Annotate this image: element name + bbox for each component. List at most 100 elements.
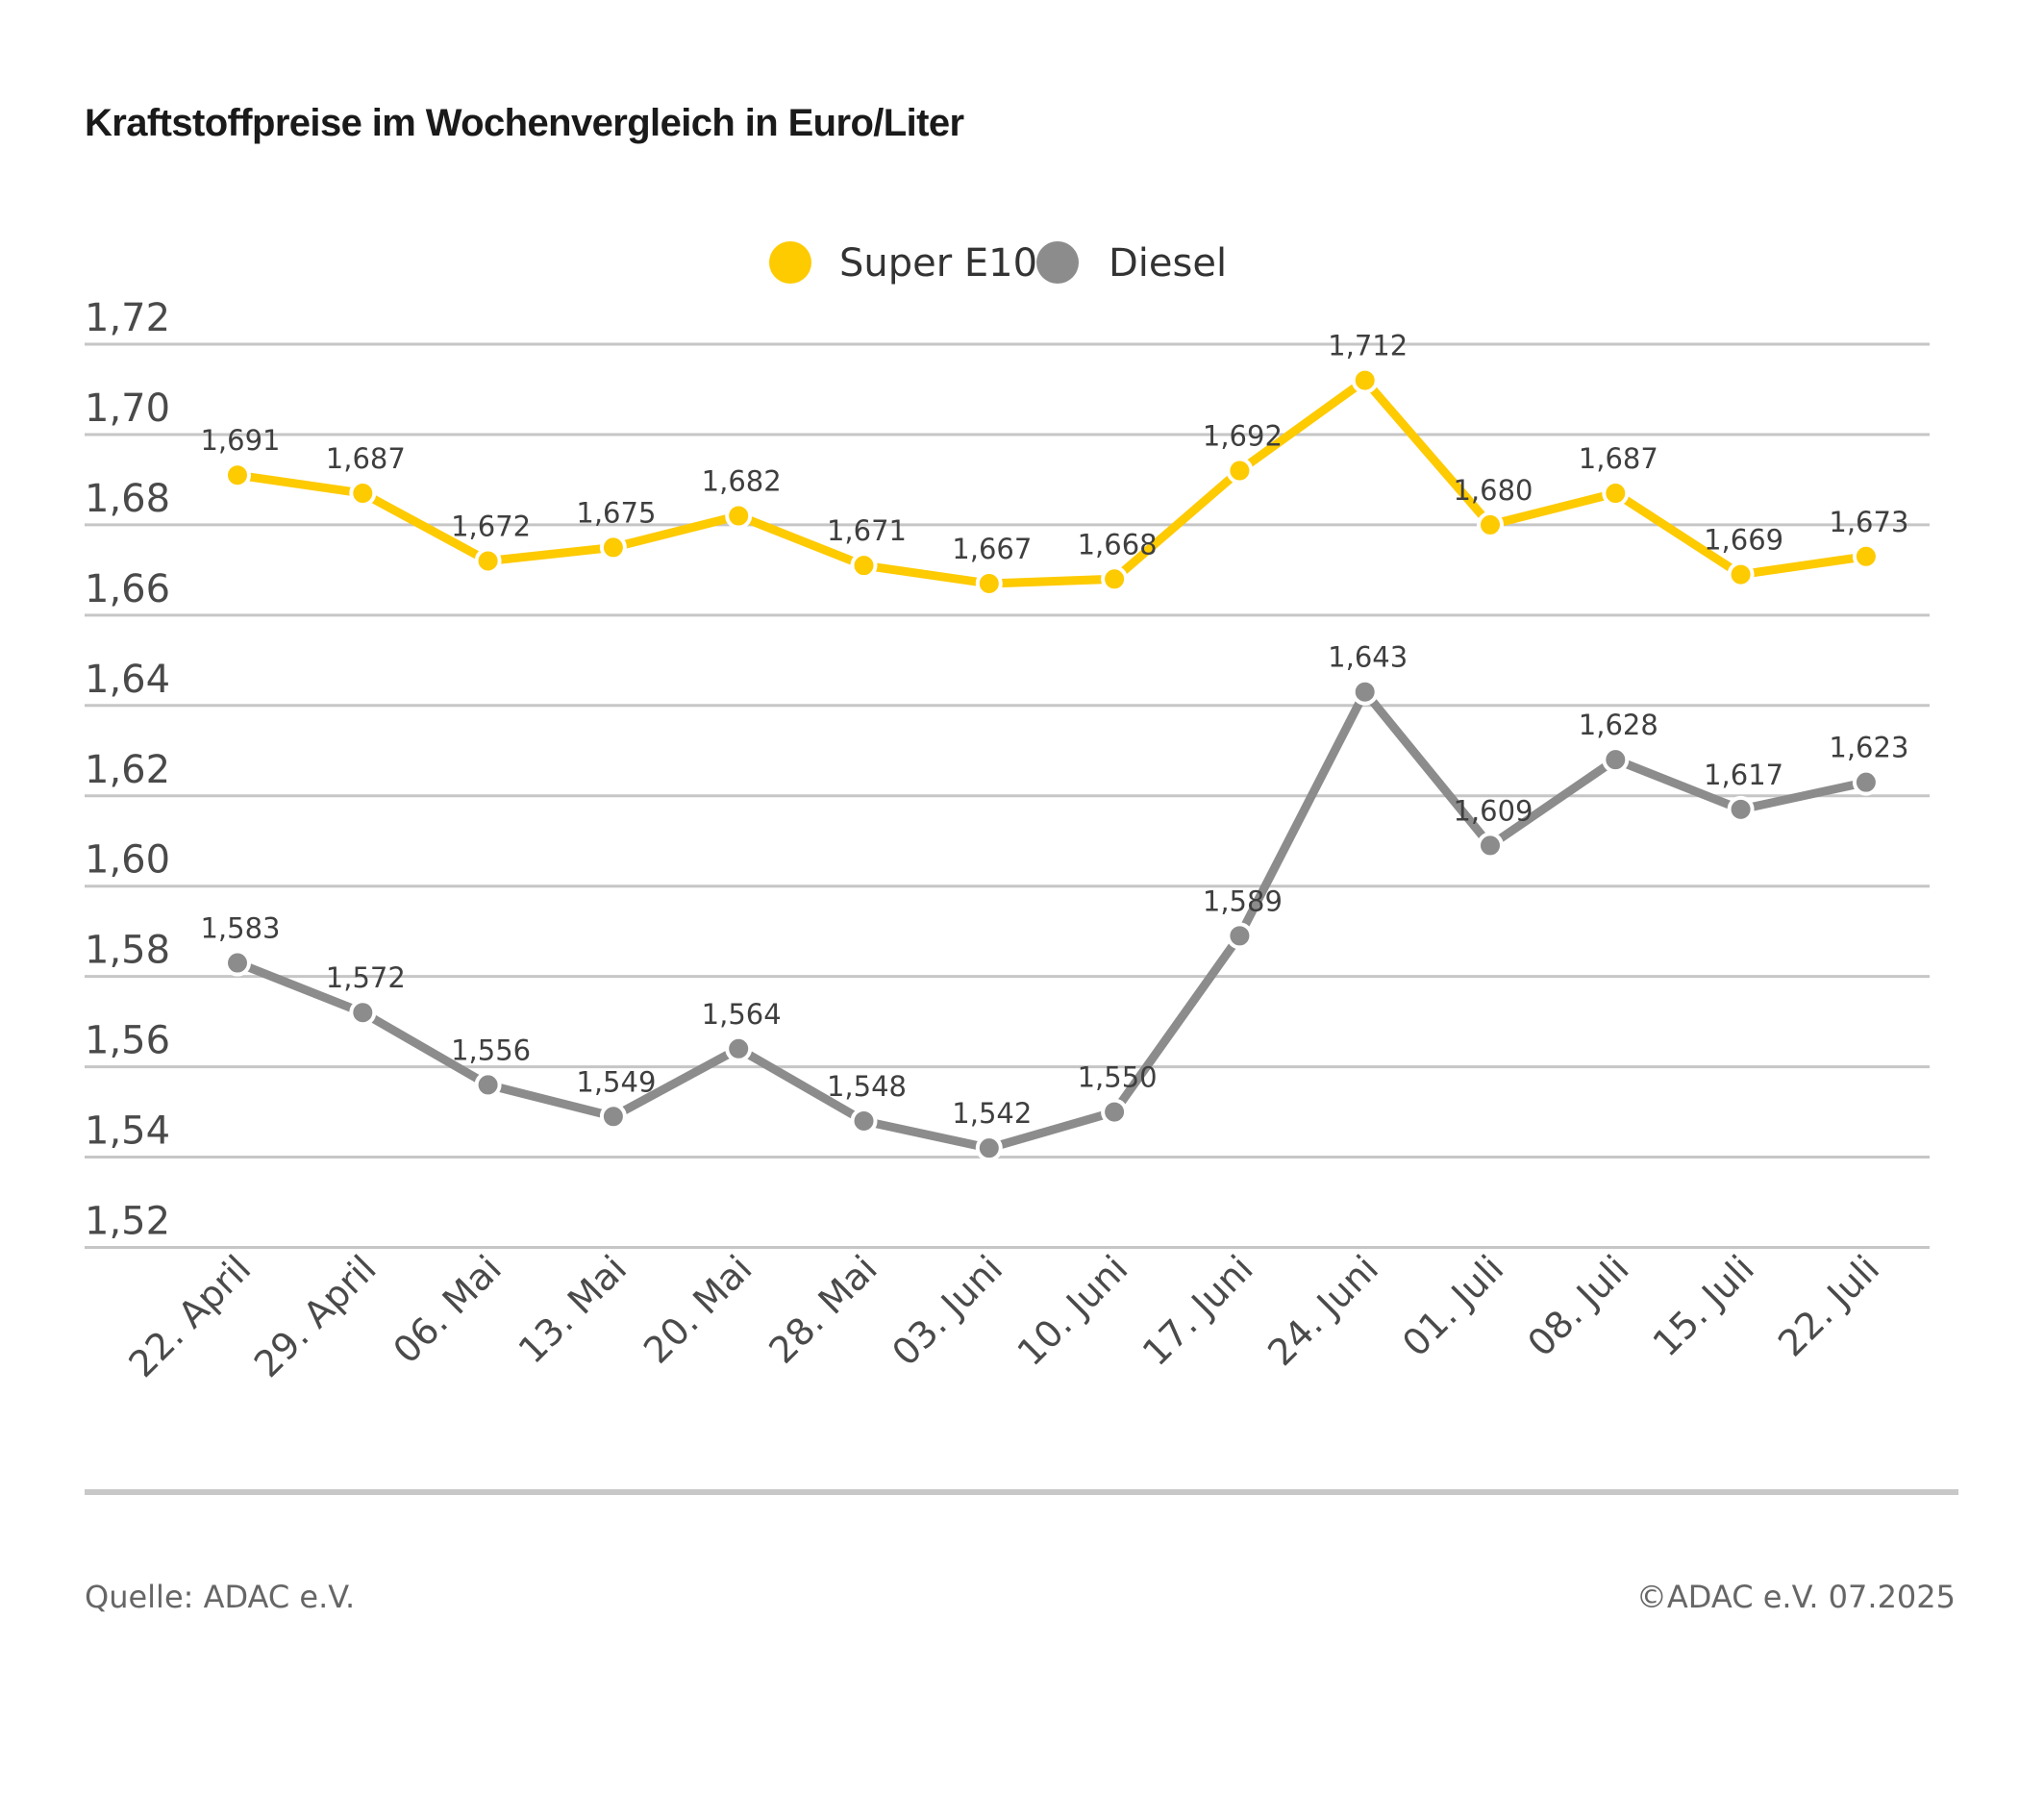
super-e10-data-label: 1,673	[1829, 506, 1908, 538]
super-e10-data-point	[599, 534, 627, 561]
diesel-data-point	[599, 1103, 627, 1131]
diesel-data-label: 1,548	[827, 1070, 907, 1103]
diesel-data-point	[975, 1134, 1003, 1162]
super-e10-line-segment	[1612, 489, 1744, 579]
diesel-data-point	[850, 1107, 878, 1134]
series-group: 1,691 1,687 1,672 1,675 1,682 1,671 1,667 1,668…	[200, 330, 1908, 1162]
diesel-data-point	[1602, 746, 1630, 774]
diesel-data-point	[224, 949, 251, 977]
super-e10-data-label: 1,667	[952, 533, 1032, 565]
y-tick-label: 1,72	[85, 296, 170, 340]
diesel-data-label: 1,583	[200, 912, 280, 945]
super-e10-data-label: 1,712	[1328, 330, 1408, 362]
x-tick-label: 10. Juni	[1010, 1247, 1136, 1374]
super-e10-line-segment	[487, 542, 614, 565]
y-axis-ticks: 1,72 1,70 1,68 1,66 1,64 1,62 1,60 1,58 1,56 1,54…	[85, 296, 170, 1244]
x-tick-label: 28. Mai	[760, 1247, 885, 1372]
diesel-line-segment	[1361, 688, 1494, 849]
x-tick-label: 13. Mai	[511, 1247, 636, 1372]
diesel-data-point	[1351, 678, 1379, 706]
super-e10-data-point	[474, 547, 502, 575]
super-e10-line-segment	[237, 470, 363, 498]
y-tick-label: 1,52	[85, 1200, 170, 1244]
y-tick-label: 1,64	[85, 658, 170, 702]
series-diesel: 1,583 1,572 1,556 1,549 1,564 1,548 1,542 1,550…	[200, 641, 1908, 1162]
grid-lines	[85, 342, 1930, 1249]
super-e10-data-label: 1,692	[1203, 420, 1283, 453]
super-e10-line-segment	[1739, 552, 1867, 580]
super-e10-data-label: 1,691	[200, 424, 280, 457]
super-e10-data-point	[224, 461, 251, 489]
diesel-line-segment	[1613, 755, 1743, 814]
super-e10-line-segment	[611, 511, 740, 552]
super-e10-line-segment	[988, 574, 1115, 588]
super-e10-data-label: 1,687	[1579, 442, 1658, 475]
legend: Super E10 Diesel	[769, 241, 1227, 286]
diesel-data-label: 1,617	[1704, 759, 1783, 791]
y-tick-label: 1,58	[85, 929, 170, 973]
x-tick-label: 29. April	[246, 1247, 385, 1385]
x-tick-label: 20. Mai	[636, 1247, 760, 1372]
super-e10-line-segment	[361, 489, 490, 565]
legend-label: Super E10	[839, 241, 1037, 286]
y-tick-label: 1,62	[85, 748, 170, 792]
diesel-data-label: 1,623	[1829, 732, 1908, 764]
diesel-data-point	[1852, 768, 1880, 796]
super-e10-data-label: 1,687	[326, 442, 406, 475]
super-e10-data-point	[975, 569, 1003, 597]
x-tick-label: 03. Juni	[884, 1247, 1010, 1374]
super-e10-line-segment	[862, 561, 990, 588]
y-tick-label: 1,56	[85, 1019, 170, 1063]
diesel-data-label: 1,628	[1579, 709, 1658, 741]
diesel-data-label: 1,609	[1453, 794, 1533, 827]
super-e10-line-segment	[1361, 377, 1494, 528]
diesel-data-label: 1,564	[702, 998, 782, 1031]
super-e10-line-segment	[736, 511, 866, 570]
x-tick-label: 01. Juli	[1394, 1247, 1511, 1364]
diesel-data-point	[1101, 1098, 1129, 1126]
diesel-line-segment	[987, 1108, 1116, 1153]
source-note: Quelle: ADAC e.V.	[85, 1579, 356, 1615]
diesel-data-point	[474, 1071, 502, 1099]
footer-separator	[85, 1489, 1958, 1495]
diesel-line-segment	[1110, 933, 1244, 1115]
super-e10-data-point	[1727, 561, 1755, 588]
diesel-data-label: 1,589	[1203, 885, 1283, 917]
x-tick-label: 17. Juni	[1134, 1247, 1261, 1374]
copyright-note: ©ADAC e.V. 07.2025	[1635, 1579, 1956, 1615]
legend-marker-diesel	[1036, 241, 1079, 284]
diesel-line-segment	[236, 959, 364, 1017]
super-e10-data-label: 1,668	[1078, 528, 1158, 561]
diesel-data-point	[725, 1034, 753, 1062]
diesel-line-segment	[735, 1044, 866, 1125]
diesel-data-label: 1,556	[451, 1034, 531, 1066]
super-e10-line-segment	[1111, 467, 1243, 583]
super-e10-data-point	[1226, 457, 1254, 485]
diesel-data-label: 1,643	[1328, 641, 1408, 674]
diesel-line-segment	[1235, 689, 1369, 938]
y-tick-label: 1,68	[85, 477, 170, 521]
y-tick-label: 1,54	[85, 1109, 170, 1154]
chart-title: Kraftstoffpreise im Wochenvergleich in E…	[85, 102, 964, 144]
legend-marker-super-e10	[769, 241, 811, 284]
y-tick-label: 1,66	[85, 567, 170, 611]
x-tick-label: 08. Juli	[1519, 1247, 1636, 1364]
y-tick-label: 1,60	[85, 838, 170, 883]
diesel-data-point	[1477, 832, 1504, 860]
super-e10-data-label: 1,671	[827, 514, 907, 547]
series-super-e10: 1,691 1,687 1,672 1,675 1,682 1,671 1,667 1,668…	[200, 330, 1908, 597]
diesel-line-segment	[862, 1116, 990, 1153]
super-e10-data-point	[1602, 480, 1630, 508]
x-tick-label: 22. Juli	[1770, 1247, 1887, 1364]
diesel-data-point	[1727, 795, 1755, 823]
diesel-data-label: 1,542	[952, 1097, 1032, 1130]
diesel-data-point	[1226, 922, 1254, 950]
super-e10-data-point	[850, 552, 878, 580]
super-e10-data-point	[1101, 565, 1129, 593]
diesel-line-segment	[1739, 778, 1867, 814]
super-e10-data-label: 1,675	[576, 496, 656, 529]
x-tick-label: 06. Mai	[385, 1247, 510, 1372]
super-e10-line-segment	[1236, 376, 1368, 475]
